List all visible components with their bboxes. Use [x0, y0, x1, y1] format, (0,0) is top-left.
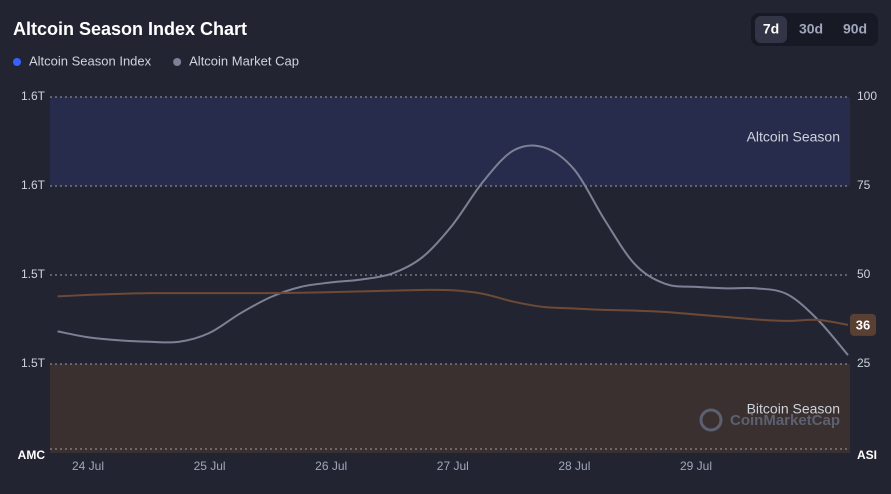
- end-label-box: [850, 313, 876, 336]
- series-line: [57, 144, 849, 356]
- band-label: Bitcoin Season: [747, 401, 840, 417]
- legend-label: Altcoin Season Index: [29, 53, 152, 68]
- range-button-active: [755, 16, 787, 43]
- y2-axis-label: ASI: [857, 448, 877, 462]
- chart-title: Altcoin Season Index Chart: [13, 19, 247, 39]
- y-tick-label: 1.5T: [21, 267, 46, 281]
- range-button[interactable]: 30d: [799, 21, 823, 37]
- band-label: Altcoin Season: [747, 129, 840, 145]
- y-tick-label: 1.6T: [21, 89, 46, 103]
- legend-marker: [13, 58, 21, 66]
- watermark: CoinMarketCap: [730, 412, 840, 429]
- season-band: [50, 97, 850, 186]
- legend-label: Altcoin Market Cap: [189, 53, 299, 68]
- range-button[interactable]: 90d: [843, 21, 867, 37]
- y2-tick-label: 75: [857, 178, 871, 192]
- series-line: [57, 288, 849, 326]
- x-tick-label: 26 Jul: [315, 459, 347, 473]
- end-label: 36: [856, 317, 870, 332]
- watermark-logo: [699, 408, 723, 432]
- x-tick-label: 29 Jul: [680, 459, 712, 473]
- range-button[interactable]: 7d: [763, 21, 779, 37]
- x-tick-label: 28 Jul: [558, 459, 590, 473]
- y2-tick-label: 25: [857, 356, 871, 370]
- season-band: [50, 364, 850, 453]
- y-tick-label: 1.6T: [21, 178, 46, 192]
- y-tick-label: 1.5T: [21, 356, 46, 370]
- x-tick-label: 27 Jul: [437, 459, 469, 473]
- x-tick-label: 24 Jul: [72, 459, 104, 473]
- y-axis-label: AMC: [18, 448, 46, 462]
- legend-marker: [173, 58, 182, 66]
- x-tick-label: 25 Jul: [194, 459, 226, 473]
- y2-tick-label: 100: [857, 89, 877, 103]
- y2-tick-label: 50: [857, 267, 871, 281]
